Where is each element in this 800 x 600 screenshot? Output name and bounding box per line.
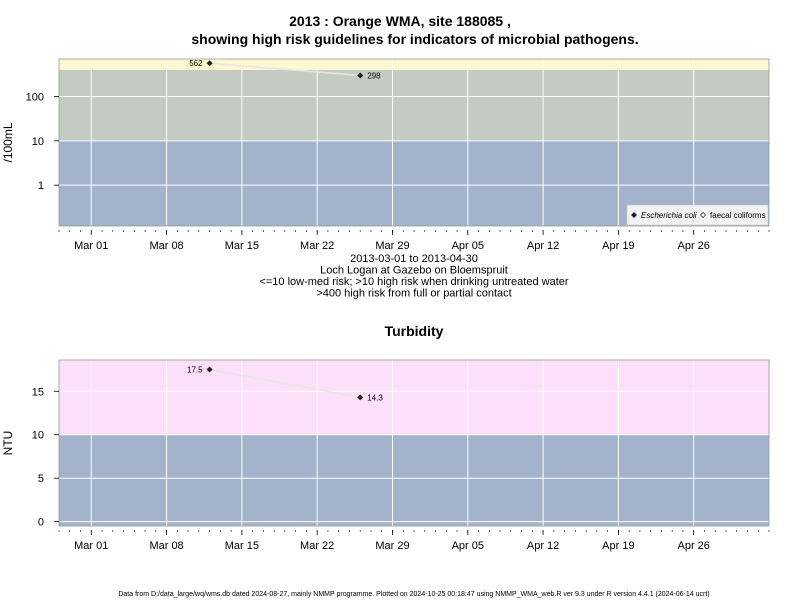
series-line bbox=[209, 62, 361, 77]
x-tick-label: Mar 08 bbox=[149, 240, 183, 252]
caption-line: >400 high risk from full or partial cont… bbox=[316, 288, 511, 300]
legend-label: Escherichia coli bbox=[641, 211, 697, 220]
legend-marker-filled bbox=[631, 212, 637, 218]
x-tick-label: Apr 26 bbox=[677, 540, 709, 552]
plot-frame bbox=[58, 359, 770, 527]
data-point bbox=[206, 366, 213, 373]
y-axis-title: /100mL bbox=[1, 122, 15, 162]
x-tick-label: Mar 15 bbox=[225, 540, 259, 552]
y-tick-label: 5 bbox=[38, 473, 44, 485]
risk-band bbox=[59, 59, 769, 70]
chart-title: Turbidity bbox=[385, 323, 444, 339]
x-tick-label: Apr 12 bbox=[527, 540, 559, 552]
x-tick-label: Mar 01 bbox=[74, 240, 108, 252]
x-tick-label: Apr 05 bbox=[452, 240, 484, 252]
y-tick-label: 10 bbox=[32, 430, 44, 442]
x-tick-label: Mar 01 bbox=[74, 540, 108, 552]
x-tick-label: Mar 29 bbox=[375, 240, 409, 252]
x-tick-label: Mar 15 bbox=[225, 240, 259, 252]
y-tick-label: 1 bbox=[38, 180, 44, 192]
caption-line: 2013-03-01 to 2013-04-30 bbox=[350, 253, 478, 265]
chart-panel-1: 2013 : Orange WMA, site 188085 , showing … bbox=[1, 13, 770, 300]
y-tick-label: 15 bbox=[32, 386, 44, 398]
data-label: 298 bbox=[367, 71, 381, 80]
x-tick-label: Mar 29 bbox=[375, 540, 409, 552]
risk-band bbox=[59, 69, 769, 141]
x-tick-label: Apr 19 bbox=[602, 540, 634, 552]
caption-line: <=10 low-med risk; >10 high risk when dr… bbox=[259, 276, 568, 288]
y-tick-label: 100 bbox=[26, 91, 44, 103]
legend-marker-open bbox=[700, 212, 706, 218]
y-tick-label: 0 bbox=[38, 517, 44, 529]
x-tick-label: Mar 22 bbox=[300, 540, 334, 552]
legend: Escherichia coli faecal coliforms bbox=[626, 204, 769, 226]
footer-note: Data from D:/data_large/wq/wms.db dated … bbox=[118, 591, 709, 598]
data-label: 17.5 bbox=[187, 366, 203, 375]
y-axis-title: NTU bbox=[1, 431, 15, 456]
data-point bbox=[357, 394, 364, 401]
risk-band bbox=[59, 360, 769, 435]
data-point bbox=[206, 60, 213, 67]
series-line bbox=[209, 368, 361, 399]
caption-line: Loch Logan at Gazebo on Bloemspruit bbox=[320, 265, 508, 277]
legend-label: faecal coliforms bbox=[710, 211, 766, 220]
data-label: 14.3 bbox=[367, 393, 383, 402]
plot-frame bbox=[58, 58, 770, 227]
chart-title: 2013 : Orange WMA, site 188085 , bbox=[289, 13, 511, 29]
chart-panel-2: Turbidity 0 5 10 15 Mar 01 Mar 08 Mar 15 Mar 22 M… bbox=[1, 323, 770, 552]
x-tick-label: Apr 05 bbox=[452, 540, 484, 552]
legend-box bbox=[626, 204, 769, 226]
x-tick-label: Apr 19 bbox=[602, 240, 634, 252]
chart-subtitle: showing high risk guidelines for indicat… bbox=[191, 31, 638, 47]
risk-band bbox=[59, 434, 769, 526]
y-tick-label: 10 bbox=[32, 136, 44, 148]
x-tick-label: Apr 12 bbox=[527, 240, 559, 252]
x-tick-label: Mar 22 bbox=[300, 240, 334, 252]
data-point bbox=[357, 72, 364, 79]
data-label: 562 bbox=[189, 59, 203, 68]
x-tick-label: Apr 26 bbox=[677, 240, 709, 252]
x-tick-label: Mar 08 bbox=[149, 540, 183, 552]
